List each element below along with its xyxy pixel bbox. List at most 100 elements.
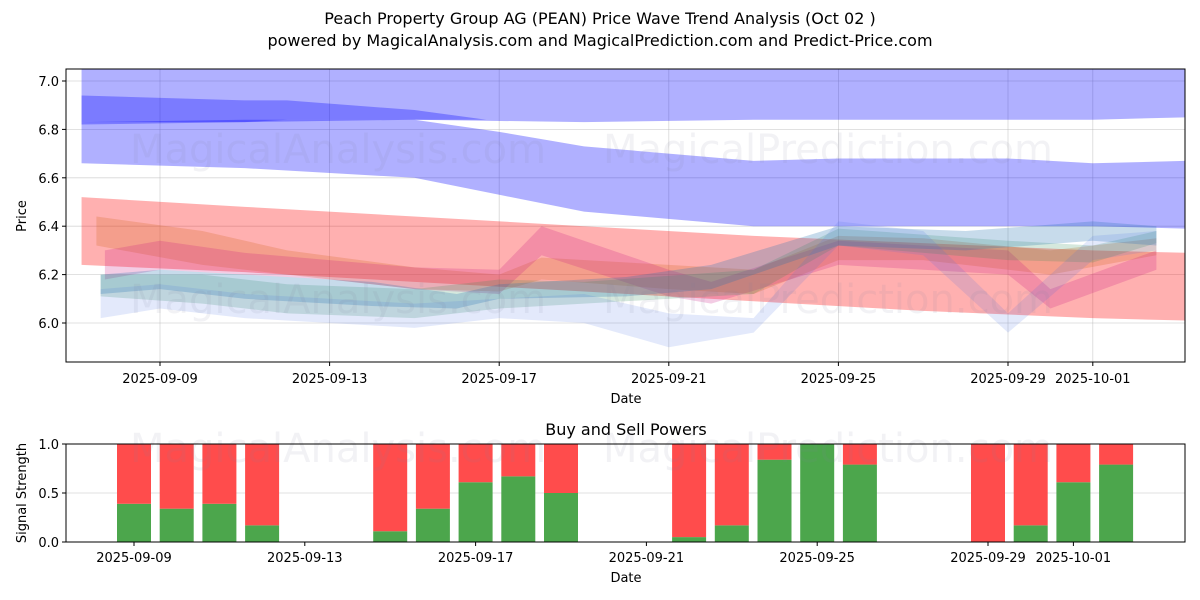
buy-sell-bars — [117, 444, 1134, 542]
buy-bar — [1013, 525, 1048, 542]
buy-bar — [458, 482, 493, 542]
watermark-bottom-right: MagicalPrediction.com — [603, 426, 1053, 472]
bar-group-2025-09-17 — [458, 444, 493, 542]
bar-group-2025-09-18 — [501, 444, 536, 542]
price-wave-chart: MagicalAnalysis.com MagicalPrediction.co… — [15, 68, 1186, 407]
x-tick-label: 2025-09-09 — [122, 372, 198, 387]
x-tick-label: 2025-10-01 — [1036, 551, 1112, 566]
sell-bar — [971, 444, 1005, 542]
watermark-mid-left: MagicalAnalysis.com — [130, 277, 546, 323]
bar-group-2025-09-16 — [415, 444, 450, 542]
sell-bar — [373, 444, 408, 532]
wave-bands — [81, 69, 1185, 348]
buy-bar — [714, 525, 749, 542]
buy-bar — [373, 531, 408, 542]
bar-group-2025-09-29 — [971, 444, 1005, 542]
sell-bar — [714, 444, 749, 526]
bar-group-2025-09-22 — [672, 444, 707, 542]
top-x-axis: 2025-09-09 2025-09-13 2025-09-17 2025-09-21… — [122, 362, 1131, 387]
bottom-y-axis-label: Signal Strength — [15, 443, 30, 543]
orange-wave — [96, 216, 1157, 294]
y-tick-label: 0.5 — [38, 487, 59, 502]
bar-group-2025-09-24 — [757, 444, 792, 542]
purple-wave — [104, 226, 1157, 309]
teal-wave — [100, 228, 1157, 319]
sell-bar — [501, 444, 536, 477]
bottom-y-axis: 0.0 0.5 1.0 — [38, 438, 66, 551]
watermark-top-right: MagicalPrediction.com — [603, 127, 1053, 173]
blue-dark-band — [81, 95, 487, 125]
x-tick-label: 2025-09-17 — [461, 372, 537, 387]
buy-bar — [415, 508, 450, 542]
red-trend-band — [81, 197, 1185, 321]
buy-bar — [159, 508, 194, 542]
sell-bar — [159, 444, 194, 509]
bottom-grid — [66, 443, 1185, 543]
x-tick-label: 2025-09-29 — [950, 551, 1026, 566]
sell-bar — [1013, 444, 1048, 526]
buy-bar — [672, 537, 707, 542]
x-tick-label: 2025-09-29 — [970, 372, 1046, 387]
bar-group-2025-09-11 — [202, 444, 237, 542]
sell-bar — [544, 444, 578, 493]
bar-group-2025-09-10 — [159, 444, 194, 542]
chart-title: Peach Property Group AG (PEAN) Price Wav… — [324, 9, 876, 28]
x-tick-label: 2025-09-21 — [609, 551, 685, 566]
x-tick-label: 2025-09-17 — [438, 551, 514, 566]
y-tick-label: 1.0 — [38, 438, 59, 453]
buy-bar — [501, 476, 536, 542]
bar-group-2025-09-15 — [373, 444, 408, 542]
bottom-plot-frame — [65, 443, 1186, 543]
bar-group-2025-09-23 — [714, 444, 749, 542]
bottom-chart-title: Buy and Sell Powers — [545, 420, 707, 439]
sell-bar — [757, 444, 792, 460]
x-tick-label: 2025-09-13 — [292, 372, 368, 387]
sell-bar — [672, 444, 707, 538]
buy-bar — [1056, 482, 1091, 542]
buy-bar — [842, 464, 877, 542]
bar-group-2025-09-25 — [800, 444, 835, 542]
top-y-axis: 6.0 6.2 6.4 6.6 6.8 7.0 — [38, 75, 66, 332]
y-tick-label: 6.8 — [38, 123, 59, 138]
top-plot-frame — [65, 68, 1186, 363]
watermark-mid-right: MagicalPrediction.com — [603, 277, 1053, 323]
y-tick-label: 7.0 — [38, 75, 59, 90]
bar-group-2025-09-26 — [842, 444, 877, 542]
bar-group-2025-10-02 — [1099, 444, 1134, 542]
bar-group-2025-09-30 — [1013, 444, 1048, 542]
y-tick-label: 6.0 — [38, 317, 59, 332]
sell-bar — [117, 444, 151, 504]
top-y-axis-label: Price — [15, 200, 30, 232]
top-grid — [66, 69, 1185, 362]
buy-bar — [544, 493, 578, 542]
x-tick-label: 2025-09-25 — [779, 551, 855, 566]
bar-group-2025-10-01 — [1056, 444, 1091, 542]
bar-group-2025-09-19 — [544, 444, 578, 542]
sell-bar — [458, 444, 493, 483]
steelblue-wave — [100, 221, 1157, 309]
x-tick-label: 2025-09-25 — [801, 372, 877, 387]
buy-bar — [1099, 464, 1134, 542]
watermark-bottom-left: MagicalAnalysis.com — [130, 426, 546, 472]
y-tick-label: 6.2 — [38, 269, 59, 284]
chart-subtitle: powered by MagicalAnalysis.com and Magic… — [267, 31, 933, 50]
y-tick-label: 6.4 — [38, 220, 59, 235]
sell-bar — [202, 444, 237, 504]
buy-bar — [117, 503, 151, 542]
buy-bar — [757, 459, 792, 542]
y-tick-label: 0.0 — [38, 536, 59, 551]
buy-bar — [202, 503, 237, 542]
buy-bar — [800, 444, 835, 542]
watermark-top-left: MagicalAnalysis.com — [130, 127, 546, 173]
top-x-axis-label: Date — [610, 392, 641, 407]
sell-bar — [245, 444, 280, 526]
blue-lower-band — [81, 119, 1185, 229]
bar-group-2025-09-09 — [117, 444, 151, 542]
x-tick-label: 2025-10-01 — [1055, 372, 1131, 387]
x-tick-label: 2025-09-13 — [267, 551, 343, 566]
blue-upper-band — [81, 69, 1185, 123]
x-tick-label: 2025-09-09 — [96, 551, 172, 566]
sell-bar — [1099, 444, 1134, 465]
sell-bar — [842, 444, 877, 465]
bottom-x-axis-label: Date — [610, 571, 641, 586]
